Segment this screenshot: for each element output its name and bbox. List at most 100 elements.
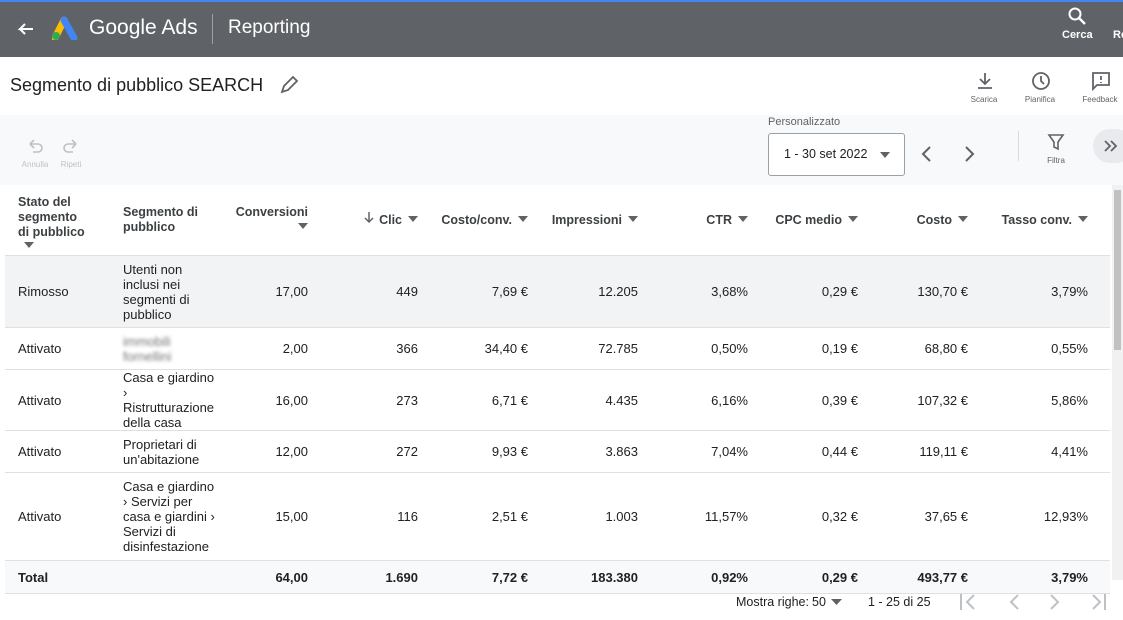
cell-text: 0,55% (1051, 341, 1088, 356)
action-label[interactable]: Feedback (1082, 95, 1118, 104)
cell: 5,86% (990, 369, 1110, 431)
next-period[interactable] (960, 145, 978, 163)
range: 1 - 25 di 25 (868, 595, 931, 609)
cell: 2,51 € (440, 472, 550, 561)
data-row[interactable]: Attivato Casa e giardino › Servizi per ca… (5, 472, 1110, 561)
data-row[interactable]: Attivato Casa e giardino › Ristrutturazio… (5, 369, 1110, 431)
data-row[interactable]: Attivato immobili fornellini 2,00 366 34,40 … (5, 327, 1110, 370)
cell: 3,68% (660, 255, 770, 328)
schedule-icon[interactable] (1031, 71, 1051, 91)
expand-icon (1104, 140, 1118, 152)
column-header[interactable]: Impressioni (550, 185, 660, 256)
total-cell: 493,77 € (880, 560, 990, 594)
cut-label[interactable]: Re (1113, 29, 1123, 41)
divider (1018, 131, 1019, 161)
cell: 16,00 (225, 369, 330, 431)
data-row[interactable]: Attivato Proprietari di un'abitazione 12,0… (5, 430, 1110, 473)
cell: 2,00 (225, 327, 330, 370)
cell: 12,00 (225, 430, 330, 473)
cell: Attivato (5, 327, 110, 370)
action-label[interactable]: Scarica (970, 95, 998, 104)
cell-text: 119,11 € (919, 444, 968, 459)
cell-text: 6,71 € (491, 392, 528, 408)
rows-value[interactable]: 50 (812, 595, 826, 609)
cell-text: 366 (396, 341, 418, 356)
column-header[interactable]: Costo (880, 185, 990, 256)
column-header[interactable]: Conversioni (225, 185, 330, 256)
cell: Casa e giardino › Servizi per casa e gia… (110, 472, 225, 561)
total-text: 7,72 € (491, 569, 528, 585)
total-text: 493,77 € (917, 569, 968, 585)
prev-period[interactable] (918, 145, 936, 163)
cell-text: 16,00 (275, 392, 308, 408)
filter-label[interactable]: Filtra (1047, 156, 1065, 165)
redo-label[interactable]: Ripeti (60, 160, 82, 169)
column-header[interactable]: Stato del segmento di pubblico (5, 185, 110, 256)
cell-text: 2,00 (282, 341, 308, 356)
header-text: Impressioni (551, 212, 622, 227)
rows-label: Mostra righe: (736, 595, 809, 609)
cell-text: 0,29 € (821, 284, 858, 299)
search-label[interactable]: Cerca (1062, 29, 1093, 41)
total-row: Total 64,00 1.690 7,72 € 183.380 0,92% 0,29 € 4… (5, 560, 1110, 594)
sort-arrow (958, 215, 968, 222)
cell: Attivato (5, 472, 110, 561)
cell-text: Rimosso (18, 284, 69, 299)
search-icon[interactable] (1067, 6, 1087, 26)
column-header[interactable]: CPC medio (770, 185, 880, 256)
cell-text: 7,04% (711, 444, 748, 459)
cell-text: 0,44 € (821, 444, 858, 459)
scroll-thumb[interactable] (1114, 190, 1121, 350)
undo-icon[interactable] (26, 137, 44, 155)
cell: Attivato (5, 430, 110, 473)
cell: Rimosso (5, 255, 110, 328)
date-picker[interactable]: 1 - 30 set 2022 (768, 133, 905, 176)
total-text: 183.380 (591, 569, 638, 585)
cell-text: 9,93 € (491, 444, 528, 459)
cell-text: 130,70 € (917, 284, 968, 299)
action-label[interactable]: Pianifica (1024, 95, 1056, 104)
cell: 9,93 € (440, 430, 550, 473)
cell: 68,80 € (880, 327, 990, 370)
undo-label[interactable]: Annulla (21, 160, 49, 169)
sort-arrow (1078, 215, 1088, 222)
cell-text: Attivato (18, 392, 62, 408)
header-row: Stato del segmento di pubblico Segmento d… (5, 185, 1110, 256)
filter-icon[interactable] (1047, 133, 1065, 151)
header-text: CTR (706, 212, 732, 227)
cell: 3,79% (990, 255, 1110, 328)
cell-text: Utenti non inclusi nei segmenti di pubbl… (123, 261, 190, 322)
column-header[interactable]: Costo/conv. (440, 185, 550, 256)
redo-icon[interactable] (62, 137, 80, 155)
dropdown-arrow[interactable] (831, 599, 842, 606)
header-text: Costo (916, 212, 952, 227)
date-range: 1 - 30 set 2022 (784, 147, 868, 161)
column-header[interactable]: Clic (330, 185, 440, 256)
header-text: Tasso conv. (1001, 212, 1072, 227)
dropdown-arrow (880, 152, 890, 158)
column-header[interactable]: Tasso conv. (990, 185, 1110, 256)
sort-arrow (628, 215, 638, 222)
back-button[interactable] (14, 18, 36, 40)
total-cell: 183.380 (550, 560, 660, 594)
edit-icon[interactable] (279, 75, 299, 95)
column-header[interactable]: Segmento di pubblico (110, 185, 225, 256)
cell-text: 3,79% (1051, 284, 1088, 299)
cell: 366 (330, 327, 440, 370)
cell: 119,11 € (880, 430, 990, 473)
data-row[interactable]: Rimosso Utenti non inclusi nei segmenti d… (5, 255, 1110, 328)
expand-button[interactable] (1093, 129, 1123, 163)
cell: 0,50% (660, 327, 770, 370)
header-text: Costo/conv. (441, 212, 512, 227)
download-icon[interactable] (975, 71, 995, 91)
cell-text: 2,51 € (491, 509, 528, 524)
cell: 0,44 € (770, 430, 880, 473)
feedback-icon[interactable] (1091, 71, 1111, 91)
total-cell: 64,00 (225, 560, 330, 594)
page-nav[interactable] (958, 592, 1108, 612)
cell: 7,04% (660, 430, 770, 473)
cell-text: Proprietari di un'abitazione (123, 436, 200, 467)
column-header[interactable]: CTR (660, 185, 770, 256)
